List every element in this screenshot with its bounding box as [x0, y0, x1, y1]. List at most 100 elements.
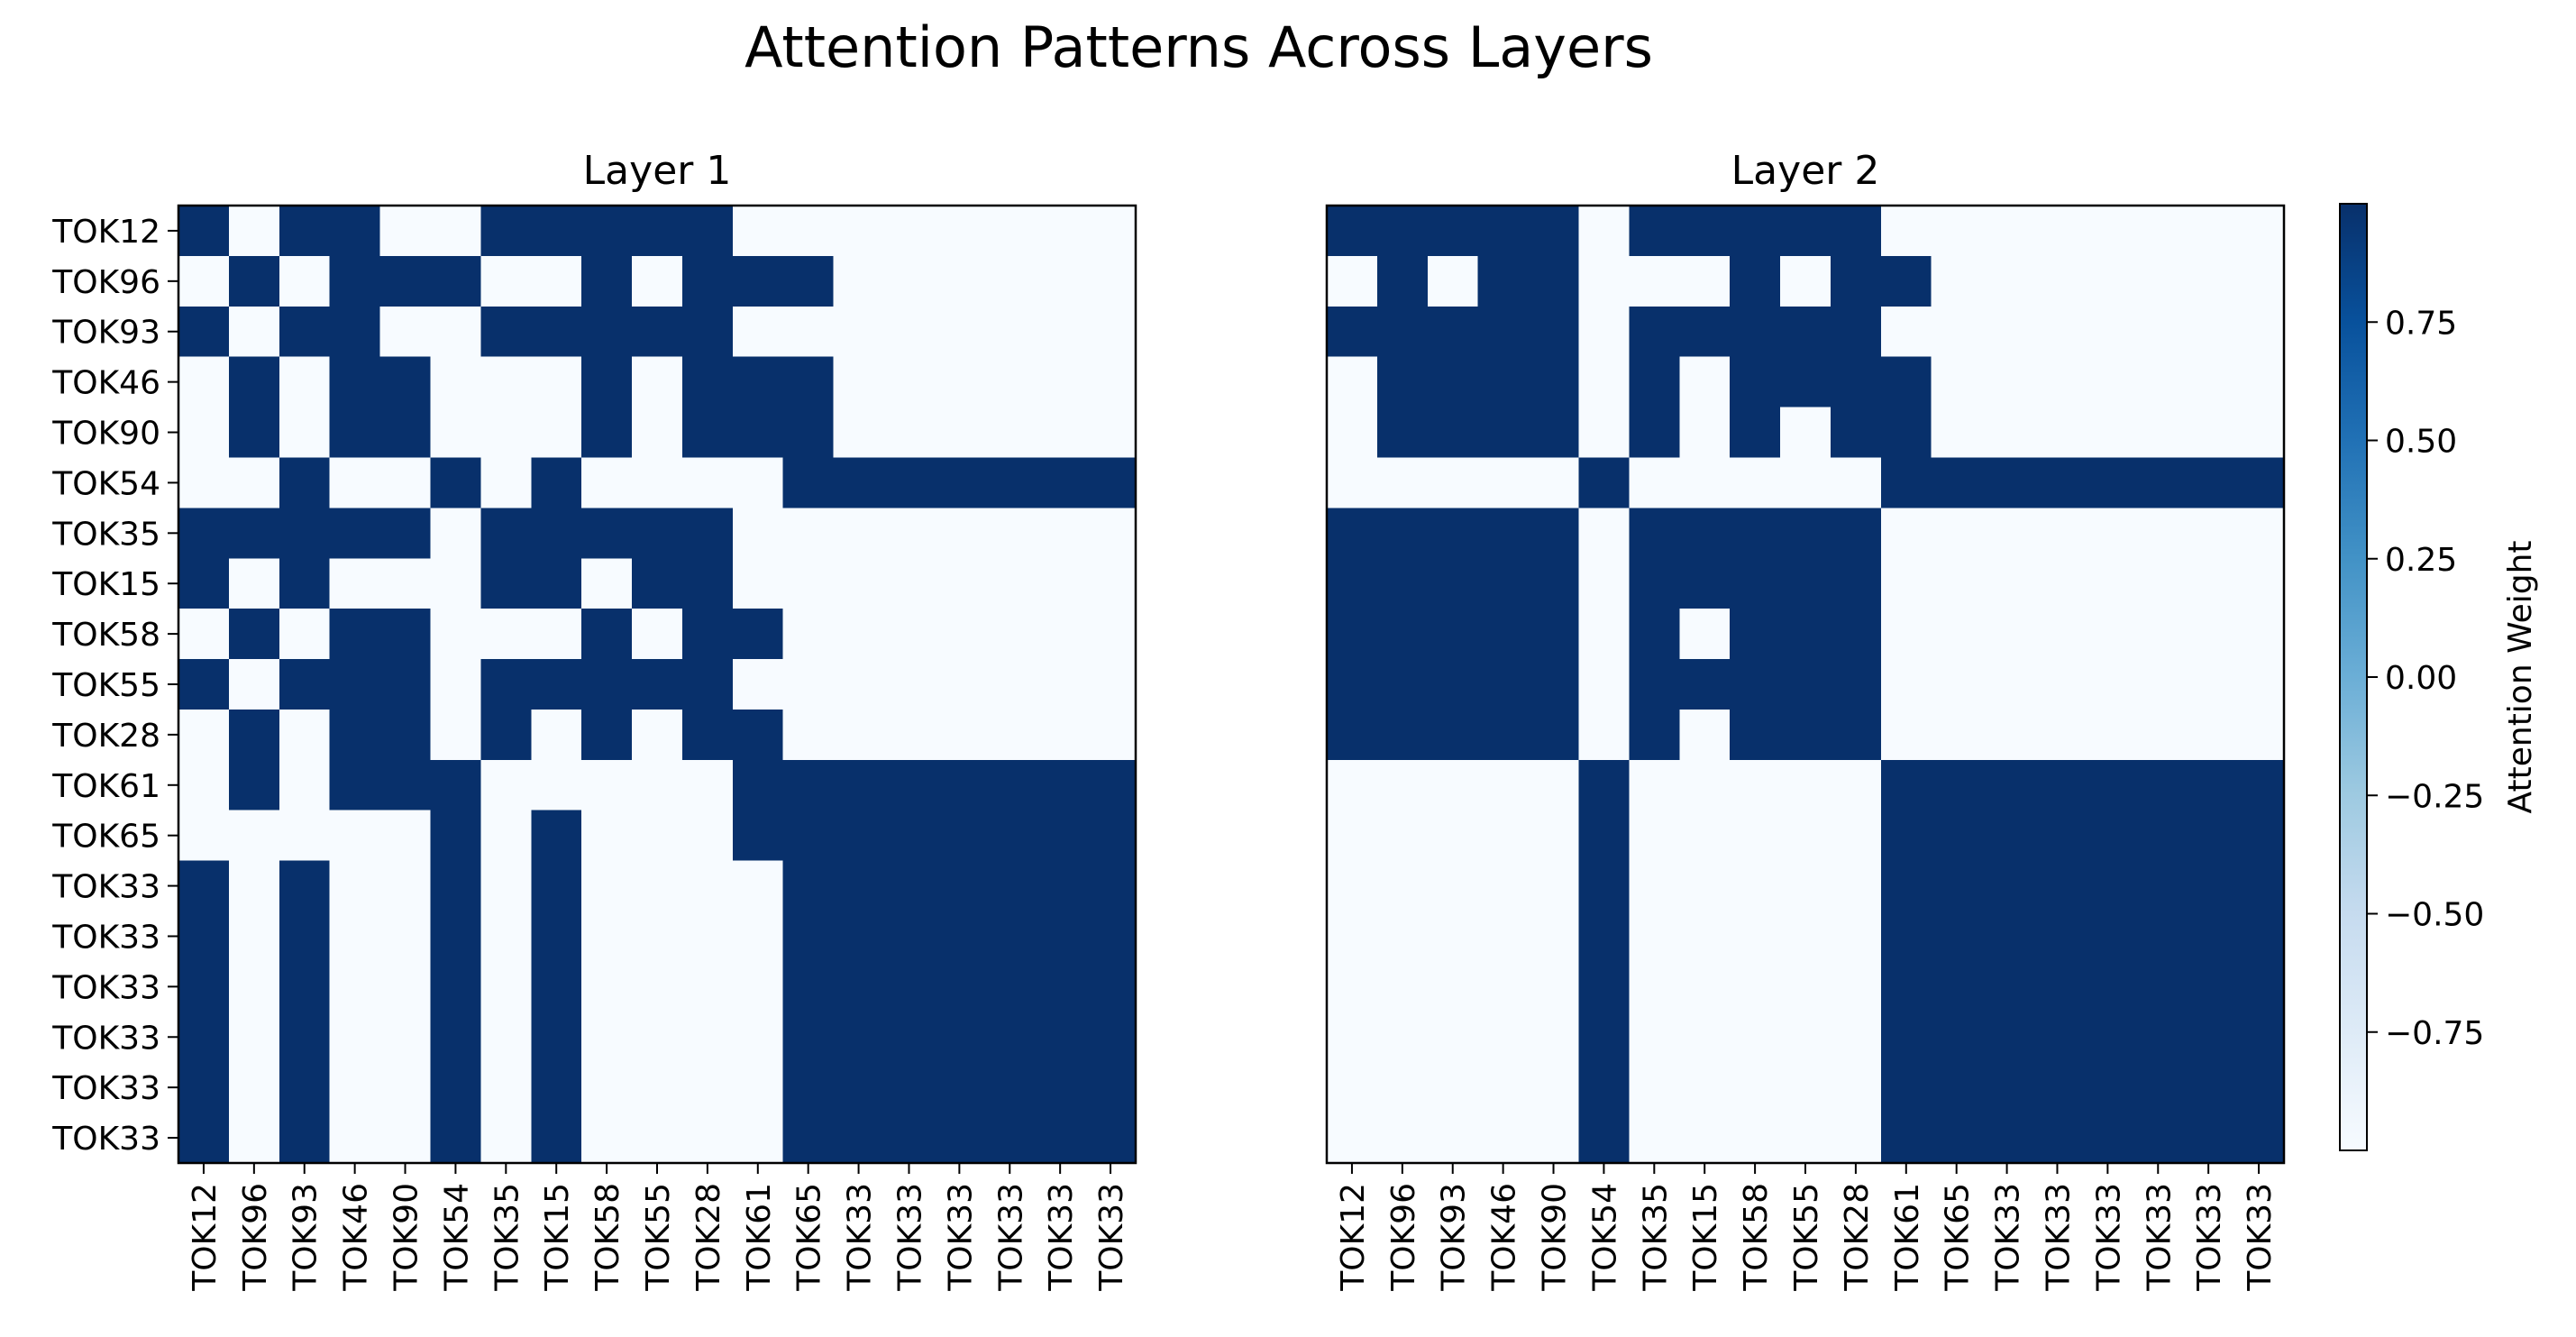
x-tick-label: TOK28: [690, 1183, 727, 1292]
heatmap-cell: [934, 961, 985, 1012]
heatmap-cell: [1830, 508, 1882, 559]
heatmap-cell: [1376, 659, 1429, 710]
heatmap-cell: [1931, 1062, 1983, 1113]
heatmap-cell: [1679, 407, 1731, 459]
heatmap-cell: [1780, 1113, 1832, 1164]
heatmap-cell: [934, 356, 985, 408]
heatmap-cell: [379, 911, 432, 963]
heatmap-cell: [2133, 255, 2184, 307]
heatmap-cell: [1830, 1012, 1882, 1063]
heatmap-cell: [1730, 860, 1781, 912]
heatmap-cell: [2082, 1113, 2133, 1164]
heatmap-cell: [984, 356, 1036, 408]
heatmap-cell: [1931, 860, 1983, 912]
heatmap-cell: [934, 709, 985, 761]
heatmap-cell: [2233, 810, 2285, 862]
heatmap-cell: [1035, 306, 1086, 358]
heatmap-cell: [228, 558, 280, 609]
heatmap-cell: [178, 1062, 230, 1113]
heatmap-cell: [2133, 558, 2184, 609]
heatmap-cell: [228, 1012, 280, 1063]
heatmap-cell: [531, 961, 582, 1012]
heatmap-cell: [1679, 206, 1731, 257]
heatmap-cell: [1528, 1062, 1580, 1113]
heatmap-cell: [1931, 206, 1983, 257]
heatmap-cell: [329, 659, 381, 710]
heatmap-cell: [2233, 206, 2285, 257]
heatmap-cell: [480, 508, 532, 559]
heatmap-cell: [1085, 508, 1137, 559]
heatmap-cell: [2082, 558, 2133, 609]
heatmap-cell: [1376, 306, 1429, 358]
heatmap-cell: [1981, 810, 2033, 862]
heatmap-cell: [1880, 659, 1932, 710]
heatmap-cell: [1679, 911, 1731, 963]
heatmap-cell: [2082, 759, 2133, 811]
heatmap-cell: [1730, 961, 1781, 1012]
heatmap-cell: [1730, 911, 1781, 963]
heatmap-cell: [1085, 759, 1137, 811]
heatmap-cell: [1730, 709, 1781, 761]
panels-layer: Layer 1 TOK12 TOK96 TOK93 TOK46 TOK90 TOK54 TOK…: [51, 148, 2286, 1292]
heatmap-cell: [1981, 558, 2033, 609]
heatmap-cell: [581, 709, 633, 761]
heatmap-cell: [1679, 759, 1731, 811]
heatmap-cell: [531, 759, 582, 811]
heatmap-cell: [1578, 911, 1630, 963]
heatmap-cell: [833, 206, 885, 257]
heatmap-cell: [430, 759, 481, 811]
heatmap-cell: [228, 810, 280, 862]
heatmap-cell: [2032, 659, 2084, 710]
colorbar-tick-label: −0.25: [2385, 778, 2484, 815]
heatmap-cell: [732, 609, 784, 660]
heatmap-cell: [2183, 1113, 2234, 1164]
heatmap-cell: [581, 356, 633, 408]
heatmap-cell: [934, 457, 985, 508]
heatmap-cell: [1931, 609, 1983, 660]
heatmap-cell: [1085, 206, 1137, 257]
heatmap-cell: [329, 911, 381, 963]
y-tick-label: TOK65: [51, 819, 160, 856]
heatmap-cell: [632, 508, 683, 559]
heatmap-cell: [1578, 206, 1630, 257]
heatmap-cell: [1780, 1012, 1832, 1063]
heatmap-cell: [681, 759, 734, 811]
heatmap-cell: [1679, 306, 1731, 358]
heatmap-cell: [681, 911, 734, 963]
x-tick-label: TOK33: [2242, 1183, 2279, 1292]
heatmap-cell: [984, 709, 1036, 761]
heatmap-cell: [732, 255, 784, 307]
heatmap-cell: [1981, 961, 2033, 1012]
heatmap-cell: [480, 759, 532, 811]
heatmap-cell: [681, 860, 734, 912]
heatmap-cell: [279, 558, 331, 609]
y-tick-label: TOK33: [51, 969, 160, 1006]
x-tick-label: TOK33: [1990, 1183, 2027, 1292]
heatmap-cell: [1981, 356, 2033, 408]
heatmap-cell: [581, 911, 633, 963]
heatmap-cell: [1035, 911, 1086, 963]
heatmap-cell: [581, 508, 633, 559]
heatmap-cell: [430, 407, 481, 459]
colorbar-label: Attention Weight: [2502, 540, 2539, 813]
heatmap-cell: [379, 860, 432, 912]
figure-title: Attention Patterns Across Layers: [744, 14, 1653, 80]
heatmap-cell: [632, 759, 683, 811]
heatmap-cell: [883, 659, 936, 710]
heatmap-cell: [2032, 709, 2084, 761]
heatmap-cell: [681, 306, 734, 358]
heatmap-cell: [833, 709, 885, 761]
heatmap-cell: [632, 356, 683, 408]
heatmap-cell: [329, 457, 381, 508]
heatmap-cell: [1679, 457, 1731, 508]
heatmap-cell: [833, 558, 885, 609]
heatmap-cell: [1578, 961, 1630, 1012]
heatmap-cell: [1528, 356, 1580, 408]
heatmap-cell: [1780, 356, 1832, 408]
heatmap-cell: [1528, 255, 1580, 307]
heatmap-cell: [1880, 306, 1932, 358]
x-tick-label: TOK33: [1093, 1183, 1130, 1292]
heatmap-cell: [1629, 255, 1680, 307]
heatmap-cell: [1830, 356, 1882, 408]
heatmap-cell: [1427, 709, 1479, 761]
